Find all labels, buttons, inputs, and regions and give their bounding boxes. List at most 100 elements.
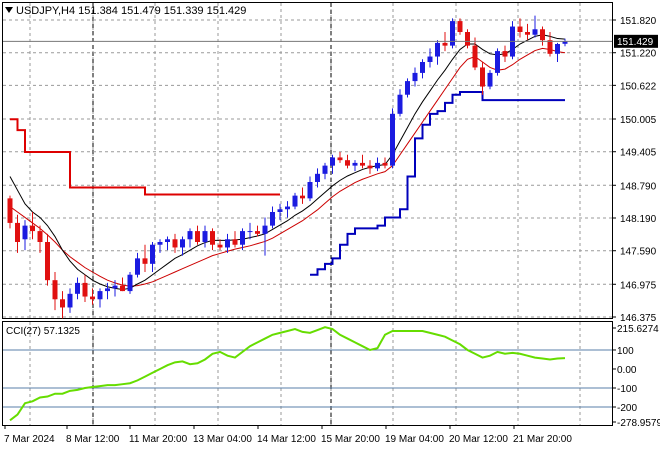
candle-bullish	[427, 56, 433, 62]
cci-line	[9, 326, 566, 422]
candle-bearish	[442, 42, 448, 46]
price-tick-label: 146.975	[620, 280, 657, 291]
candle-bullish	[97, 291, 103, 300]
candle-bullish	[420, 62, 425, 73]
current-price-label: 151.429	[617, 37, 654, 48]
candle-bearish	[195, 231, 200, 242]
price-tick-label: 151.220	[620, 49, 657, 60]
price-tick-label: 149.405	[620, 148, 657, 159]
cci-tick-label: 100	[617, 346, 634, 357]
candle-bullish	[22, 225, 28, 240]
cci-panel-frame	[2, 321, 613, 426]
candle-bearish	[540, 29, 545, 41]
time-tick-label: 11 Mar 20:00	[129, 434, 188, 445]
price-tick-label: 147.590	[620, 247, 657, 258]
candle-bullish	[375, 162, 380, 169]
candle-bullish	[150, 244, 155, 264]
time-tick-label: 20 Mar 12:00	[449, 434, 508, 445]
candle-bearish	[120, 285, 125, 292]
candle-bullish	[412, 72, 418, 82]
candle-bullish	[67, 293, 73, 308]
candle-bullish	[322, 165, 328, 174]
price-tick-label: 148.790	[620, 181, 657, 192]
cci-tick-label: 0.00	[617, 365, 637, 376]
candle-bullish	[315, 173, 320, 182]
candle-bearish	[367, 165, 373, 169]
candle-bullish	[135, 258, 140, 275]
candle-bullish	[292, 195, 298, 207]
candle-bearish	[142, 258, 148, 264]
candle-bearish	[30, 225, 35, 232]
candle-bearish	[90, 296, 95, 300]
candle-bullish	[157, 242, 163, 245]
time-tick-label: 15 Mar 20:00	[321, 434, 380, 445]
candle-bullish	[180, 239, 185, 248]
cci-grid	[29, 322, 581, 425]
candle-bearish	[345, 160, 350, 166]
candle-bearish	[547, 40, 553, 54]
candle-bullish	[165, 239, 170, 242]
candle-bearish	[45, 242, 50, 281]
candle-bullish	[240, 231, 245, 245]
candle-bearish	[382, 162, 388, 166]
candle-bullish	[270, 212, 275, 226]
candle-bearish	[37, 231, 43, 242]
candle-bullish	[562, 41, 568, 44]
price-panel-frame	[2, 2, 613, 319]
candle-bullish	[390, 113, 395, 166]
candle-bullish	[247, 231, 253, 233]
candle-bearish	[517, 26, 523, 32]
candle-bullish	[397, 94, 403, 114]
candle-bullish	[202, 231, 208, 242]
candle-bullish	[112, 285, 118, 289]
candle-bullish	[277, 209, 283, 212]
candle-bullish	[435, 42, 440, 57]
time-tick-label: 7 Mar 2024	[4, 434, 55, 445]
symbol-dropdown-icon[interactable]	[5, 7, 13, 13]
cci-axis: 215.6274 100 0.00 -100 -200 -278.9579	[612, 324, 660, 429]
price-tick-label: 151.820	[620, 16, 657, 27]
candle-bearish	[472, 45, 478, 68]
time-tick-label: 13 Mar 04:00	[193, 434, 252, 445]
channel-lower-line	[310, 91, 565, 276]
time-tick-label: 19 Mar 04:00	[385, 434, 444, 445]
candle-bearish	[457, 21, 463, 32]
candle-bullish	[495, 51, 500, 73]
candle-bullish	[225, 239, 230, 248]
cci-tick-label: 215.6274	[617, 324, 659, 335]
candle-bearish	[7, 198, 13, 223]
candle-bearish	[232, 239, 238, 245]
moving-average-fast-line	[9, 34, 566, 290]
symbol-header: USDJPY,H4 151.384 151.479 151.339 151.42…	[16, 5, 246, 17]
candle-bearish	[480, 67, 485, 87]
price-tick-label: 150.005	[620, 115, 657, 126]
time-tick-label: 8 Mar 12:00	[66, 434, 120, 445]
candle-bullish	[487, 72, 493, 87]
cci-tick-label: -278.9579	[617, 418, 660, 429]
candle-bearish	[52, 280, 58, 300]
candle-bullish	[262, 225, 268, 234]
time-tick-label: 21 Mar 20:00	[513, 434, 572, 445]
time-tick-label: 14 Mar 12:00	[257, 434, 316, 445]
candle-bearish	[210, 231, 215, 245]
price-tick-label: 150.622	[620, 81, 657, 92]
time-axis: 7 Mar 2024 8 Mar 12:00 11 Mar 20:00 13 Mar …	[4, 425, 572, 445]
candle-bearish	[300, 195, 305, 199]
candle-bullish	[330, 157, 335, 166]
candle-bullish	[307, 182, 313, 199]
cci-title: CCI(27) 57.1325	[6, 326, 80, 337]
candle-bullish	[187, 231, 193, 240]
cci-tick-label: -200	[617, 403, 637, 414]
candle-bearish	[360, 162, 365, 166]
cci-level-lines	[3, 349, 612, 408]
candle-bearish	[465, 32, 470, 46]
candle-bullish	[405, 81, 410, 95]
candle-bullish	[75, 282, 80, 294]
candle-bearish	[15, 222, 20, 242]
candle-bullish	[105, 288, 110, 292]
candle-bullish	[352, 162, 358, 166]
candle-bearish	[82, 282, 88, 297]
candle-bearish	[172, 239, 178, 248]
